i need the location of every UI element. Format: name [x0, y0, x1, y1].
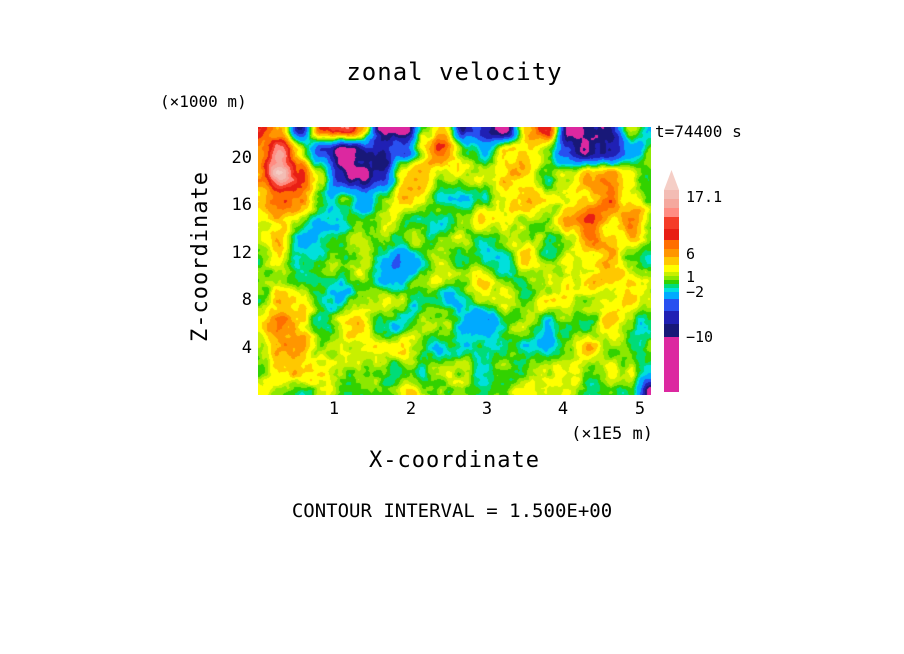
- colorbar-segment: [664, 229, 679, 240]
- colorbar-segment: [664, 240, 679, 249]
- colorbar-label: −2: [686, 283, 705, 301]
- colorbar-segment: [664, 199, 679, 208]
- colorbar-label: 1: [686, 268, 696, 286]
- x-tick-labels: 1 2 3 4 5: [258, 400, 651, 420]
- x-tick-label: 5: [634, 399, 646, 419]
- y-tick-label: 16: [231, 195, 252, 215]
- colorbar-label: −10: [686, 328, 714, 346]
- colorbar-segment: [664, 208, 679, 217]
- colorbar-segment: [664, 280, 679, 284]
- colorbar-segment: [664, 257, 679, 265]
- y-axis-unit-label: (×1000 m): [160, 92, 247, 111]
- y-tick-label: 4: [241, 338, 252, 358]
- x-axis-title: X-coordinate: [369, 448, 540, 473]
- colorbar-segment: [664, 288, 679, 292]
- x-tick-label: 1: [328, 399, 340, 419]
- colorbar-segment: [664, 249, 679, 257]
- colorbar-label: 6: [686, 245, 696, 263]
- y-tick-label: 8: [241, 290, 252, 310]
- heatmap-canvas: [258, 127, 651, 395]
- y-tick-label: 12: [231, 243, 252, 263]
- colorbar-segment: [664, 337, 679, 392]
- colorbar-segment: [664, 190, 679, 199]
- colorbar-labels: 17.1 6 1 −2 −10: [686, 170, 750, 410]
- colorbar-segment: [664, 217, 679, 229]
- x-tick-label: 3: [481, 399, 493, 419]
- contour-interval-note: CONTOUR INTERVAL = 1.500E+00: [291, 500, 613, 522]
- x-tick-label: 4: [557, 399, 569, 419]
- colorbar-segment: [664, 272, 679, 276]
- x-tick-label: 2: [405, 399, 417, 419]
- colorbar-label: 17.1: [686, 188, 723, 206]
- colorbar-segment: [664, 276, 679, 280]
- colorbar: [664, 170, 679, 392]
- time-label: t=74400 s: [655, 122, 742, 141]
- page-title: zonal velocity: [346, 58, 563, 86]
- colorbar-segment: [664, 265, 679, 272]
- colorbar-arrow-tip: [664, 170, 679, 190]
- colorbar-segment: [664, 311, 679, 324]
- colorbar-segment: [664, 284, 679, 288]
- colorbar-segment: [664, 299, 679, 311]
- colorbar-segment: [664, 292, 679, 299]
- y-tick-labels: 20 16 12 8 4: [210, 127, 252, 395]
- colorbar-segment: [664, 324, 679, 337]
- y-tick-label: 20: [231, 148, 252, 168]
- x-axis-unit-label: (×1E5 m): [571, 424, 653, 444]
